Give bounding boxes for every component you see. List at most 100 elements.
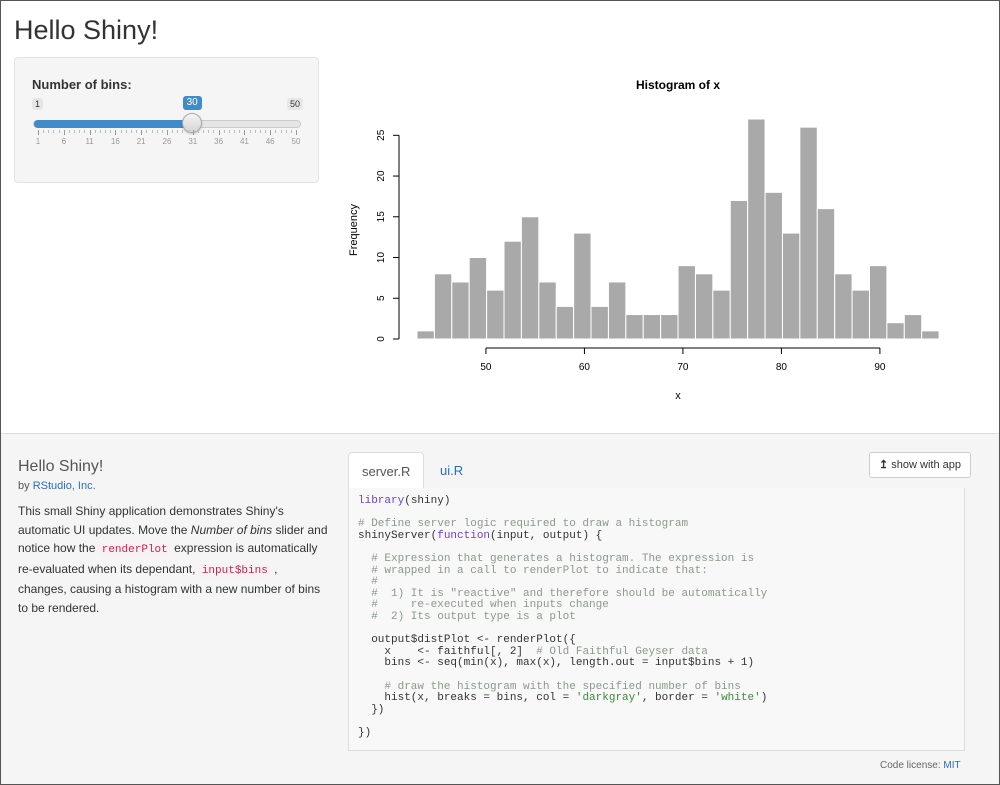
- slider-major-tick: [218, 130, 220, 135]
- desc-text-4: , changes, causing a histogram with a ne…: [18, 561, 321, 615]
- slider-minor-tick: [249, 130, 251, 133]
- slider-minor-tick: [99, 130, 101, 133]
- histogram-bars: [416, 118, 940, 340]
- slider-minor-tick: [125, 130, 127, 133]
- slider-tick-label: 36: [214, 137, 224, 146]
- histogram-bar: [712, 289, 731, 340]
- slider-minor-tick: [223, 130, 225, 133]
- histogram-bar: [747, 118, 766, 340]
- x-tick-label: 80: [776, 362, 788, 373]
- slider-minor-tick: [275, 130, 277, 133]
- slider-tick-label: 1: [35, 137, 41, 146]
- slider-minor-tick: [239, 130, 241, 133]
- slider-major-tick: [141, 130, 143, 135]
- desc-text-3: expression is automatically re-evaluated…: [18, 541, 318, 576]
- histogram-bar: [538, 281, 557, 340]
- slider-minor-tick: [84, 130, 86, 133]
- slider-minor-tick: [280, 130, 282, 133]
- x-tick-label: 60: [579, 362, 591, 373]
- slider-major-tick: [270, 130, 272, 135]
- histogram-bar: [486, 289, 505, 340]
- code-license: Code license: MIT: [880, 760, 961, 771]
- slider-minor-tick: [53, 130, 55, 133]
- histogram-bar: [607, 281, 627, 340]
- histogram-bar: [555, 305, 575, 340]
- y-tick-label: 10: [376, 252, 387, 264]
- slider-minor-tick: [187, 130, 189, 133]
- slider-minor-tick: [290, 130, 292, 133]
- show-app-arrow-icon: ↥: [879, 459, 889, 471]
- slider-value-bubble: 30: [182, 96, 202, 110]
- histogram-bar: [729, 199, 749, 340]
- slider-major-tick: [89, 130, 91, 135]
- histogram-bar: [677, 265, 696, 340]
- y-tick-label: 0: [376, 336, 387, 342]
- tab-server-r[interactable]: server.R: [348, 452, 425, 489]
- slider-minor-tick: [265, 130, 267, 133]
- histogram-bar: [851, 289, 870, 340]
- x-tick-label: 70: [677, 362, 689, 373]
- author-prefix: by: [18, 480, 30, 492]
- slider-tick-label: 41: [239, 137, 249, 146]
- desc-code-renderplot: renderPlot: [98, 543, 171, 557]
- slider-minor-tick: [110, 130, 112, 133]
- code-tabs: server.R ui.R: [348, 452, 968, 489]
- slider-minor-tick: [156, 130, 158, 133]
- histogram-bar: [468, 257, 488, 340]
- histogram-bar: [660, 314, 679, 340]
- y-tick-label: 25: [376, 129, 387, 141]
- slider-handle[interactable]: [181, 113, 202, 133]
- slider-track-fill: [34, 120, 193, 128]
- slider-major-tick: [244, 130, 246, 135]
- histogram-bar: [625, 314, 644, 340]
- app-meta-author-line: by RStudio, Inc.: [18, 480, 96, 492]
- slider-minor-tick: [172, 130, 174, 133]
- slider-major-tick: [63, 130, 65, 135]
- app-description: This small Shiny application demonstrate…: [18, 502, 328, 617]
- slider-track[interactable]: [33, 120, 301, 128]
- slider-tick-label: 21: [136, 137, 146, 146]
- histogram-plot: Histogram of x x Frequency 50 60 70 80 90 0 5 1…: [341, 67, 981, 412]
- x-tick-label: 50: [480, 362, 492, 373]
- code-viewer: library(shiny) # Define server logic req…: [348, 488, 965, 751]
- histogram-bar: [451, 281, 470, 340]
- license-prefix: Code license:: [880, 760, 941, 771]
- slider-minor-tick: [74, 130, 76, 133]
- histogram-bar: [903, 314, 923, 340]
- slider-major-tick: [296, 130, 297, 135]
- histogram-bar: [503, 240, 522, 340]
- histogram-axes: 50 60 70 80 90 0 5 10 15 20 25: [376, 129, 886, 373]
- histogram-bar: [799, 126, 818, 340]
- slider-minor-tick: [136, 130, 138, 133]
- slider-major-tick: [115, 130, 117, 135]
- slider-minor-tick: [213, 130, 215, 133]
- slider-minor-tick: [182, 130, 184, 133]
- license-link[interactable]: MIT: [943, 760, 961, 771]
- histogram-bar: [834, 273, 853, 340]
- slider-tick-label: 50: [291, 137, 301, 146]
- histogram-bar: [764, 191, 783, 340]
- slider-minor-tick: [43, 130, 45, 133]
- slider-minor-tick: [105, 130, 107, 133]
- author-link[interactable]: RStudio, Inc.: [32, 480, 96, 492]
- slider-minor-tick: [285, 130, 287, 133]
- histogram-bar: [816, 208, 836, 340]
- show-app-label: show with app: [891, 459, 961, 471]
- app-meta-title: Hello Shiny!: [18, 458, 104, 475]
- slider-minor-tick: [203, 130, 205, 133]
- slider-minor-tick: [146, 130, 148, 133]
- show-with-app-button[interactable]: ↥ show with app: [869, 452, 971, 478]
- slider-minor-tick: [197, 130, 199, 133]
- slider-max-label: 50: [287, 98, 304, 110]
- x-tick-label: 90: [874, 362, 886, 373]
- slider-tick-label: 11: [85, 137, 94, 146]
- slider-minor-tick: [161, 130, 163, 133]
- y-tick-label: 20: [376, 170, 387, 182]
- slider-minor-tick: [254, 130, 256, 133]
- slider-major-tick: [192, 130, 194, 135]
- slider-minor-tick: [234, 130, 236, 133]
- tab-ui-r[interactable]: ui.R: [440, 463, 464, 478]
- chart-title: Histogram of x: [636, 78, 720, 92]
- y-tick-label: 5: [376, 295, 387, 301]
